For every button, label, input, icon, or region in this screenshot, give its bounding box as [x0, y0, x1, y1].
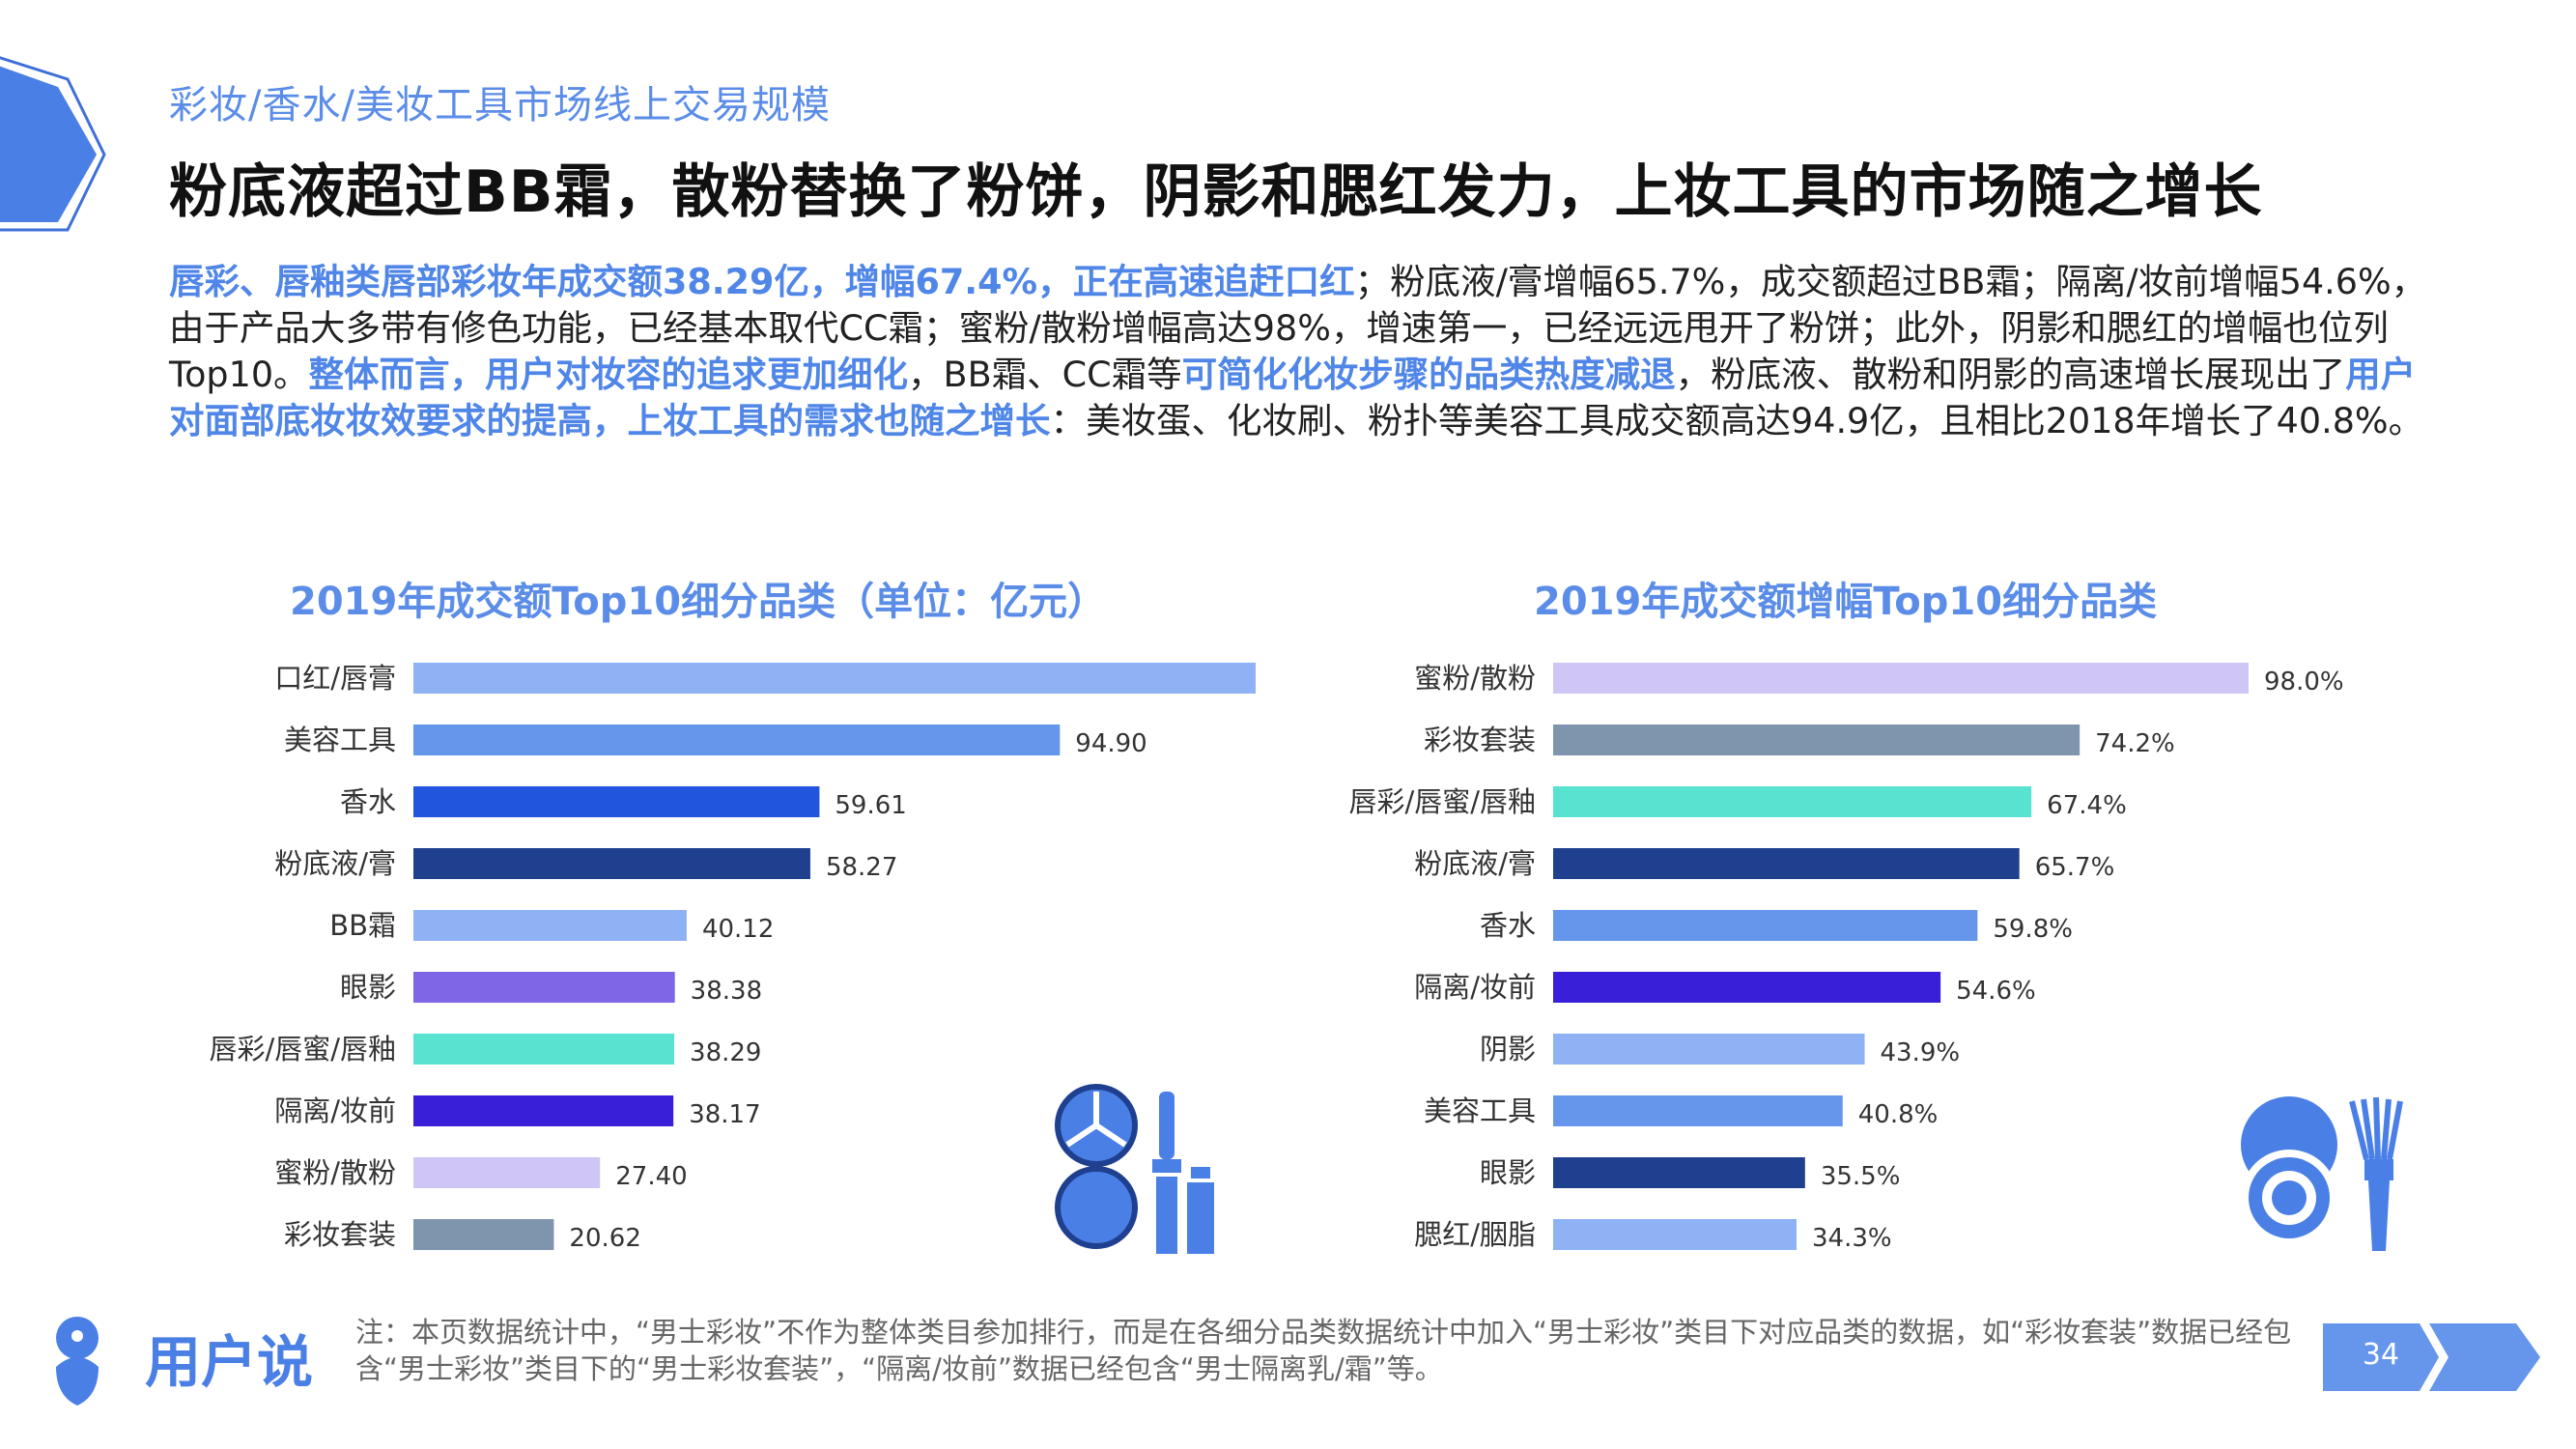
growth-top10-bar-chart: 蜜粉/散粉 98.0% 彩妆套装 74.2% 唇彩/唇蜜/唇釉 67.4% 粉底液/膏 65.… [1348, 662, 2344, 1253]
category-label: 口红/唇膏 [274, 662, 396, 695]
value-label: 54.6% [1956, 977, 2036, 1006]
intro-text-1: ；粉底液/膏增幅65.7%，成交额超过BB霜；隔离/妆前增幅54.6%，由于产品… [169, 261, 2427, 395]
bar [1553, 1034, 1865, 1065]
category-label: 美容工具 [284, 724, 396, 756]
page-title: 粉底液超过BB霜，散粉替换了粉饼，阴影和腮红发力，上妆工具的市场随之增长 [169, 158, 2263, 226]
brand-name: 用户说 [145, 1329, 313, 1395]
value-label: 98.0% [2264, 668, 2344, 696]
bar [1553, 910, 1978, 941]
bar [413, 972, 675, 1003]
bar [413, 910, 687, 941]
intro-highlight-3: 可简化化妆步骤的品类热度减退 [1181, 354, 1676, 395]
bar [413, 848, 810, 879]
category-label: BB霜 [329, 909, 396, 942]
bar [1553, 1157, 1805, 1188]
intro-paragraph: 唇彩、唇釉类唇部彩妆年成交额38.29亿，增幅67.4%，正在高速追赶口红；粉底… [169, 259, 2429, 444]
brand-logo: 用户说 [56, 1317, 313, 1406]
category-label: 隔离/妆前 [274, 1094, 396, 1127]
category-label: 彩妆套装 [1424, 724, 1536, 756]
value-label: 35.5% [1821, 1162, 1901, 1191]
category-label: 阴影 [1480, 1033, 1536, 1065]
page-number: 34 [2362, 1338, 2400, 1372]
intro-text-2: ，BB霜、CC霜等 [908, 354, 1182, 395]
bar [413, 786, 820, 817]
category-label: 隔离/妆前 [1414, 971, 1536, 1004]
value-label: 40.12 [702, 915, 774, 944]
value-label: 59.61 [835, 791, 906, 820]
intro-highlight-4: 用户对面部底妆妆效要求的提高，上妆工具的需求也随之增长 [169, 354, 2417, 441]
value-label: 74.2% [2095, 729, 2175, 758]
bar [413, 1095, 674, 1126]
category-label: 眼影 [1480, 1156, 1536, 1189]
bar [413, 1034, 675, 1065]
bar [1553, 724, 2081, 755]
value-label: 94.90 [1075, 729, 1146, 758]
value-label: 58.27 [826, 853, 897, 882]
sales-top10-bar-chart: 口红/唇膏126.48美容工具94.90香水59.61粉底液/膏58.27BB霜… [209, 662, 1256, 1253]
value-label: 20.62 [569, 1224, 640, 1253]
bar [1553, 663, 2249, 694]
makeup-brush-sponge-icon [2241, 1096, 2403, 1251]
chart-title-right: 2019年成交额增幅Top10细分品类 [1534, 580, 2158, 624]
value-label: 59.8% [1993, 915, 2073, 944]
bar [1553, 1095, 1843, 1126]
value-label: 34.3% [1812, 1224, 1892, 1253]
chart-title-left: 2019年成交额Top10细分品类（单位：亿元） [290, 580, 1107, 624]
category-label: 眼影 [340, 971, 396, 1004]
category-label: 唇彩/唇蜜/唇釉 [1348, 785, 1536, 818]
bar [1553, 786, 2032, 817]
value-label: 67.4% [2047, 791, 2127, 820]
footnote: 注：本页数据统计中，“男士彩妆”不作为整体类目参加排行，而是在各细分品类数据统计… [355, 1316, 2292, 1385]
bar [413, 724, 1061, 755]
intro-text-3: ，粉底液、散粉和阴影的高速增长展现出了 [1675, 354, 2346, 395]
category-label: 香水 [340, 785, 396, 818]
category-label: 粉底液/膏 [274, 847, 396, 880]
page-number-badge [2323, 1323, 2540, 1391]
value-label: 38.38 [691, 977, 762, 1006]
category-label: 腮红/胭脂 [1414, 1218, 1536, 1251]
category-label: 蜜粉/散粉 [1414, 662, 1536, 695]
intro-text-4: ：美妆蛋、化妆刷、粉扑等美容工具成交额高达94.9亿，且相比2018年增长了40… [1050, 400, 2424, 441]
bar [413, 1157, 601, 1188]
value-label: 38.29 [690, 1038, 761, 1067]
value-label: 38.17 [689, 1100, 760, 1129]
category-label: 香水 [1480, 909, 1536, 942]
value-label: 65.7% [2035, 853, 2115, 882]
category-label: 美容工具 [1424, 1094, 1536, 1127]
intro-highlight-1: 唇彩、唇釉类唇部彩妆年成交额38.29亿，增幅67.4%，正在高速追赶口红 [169, 261, 1355, 302]
value-label: 40.8% [1858, 1100, 1939, 1129]
bar [413, 663, 1256, 694]
category-label: 彩妆套装 [284, 1218, 396, 1251]
bar [413, 1219, 554, 1250]
bar [1553, 1219, 1797, 1250]
makeup-compact-icon [1055, 1084, 1214, 1254]
corner-hexagon-decoration [0, 56, 106, 232]
category-label: 唇彩/唇蜜/唇釉 [209, 1033, 396, 1065]
value-label: 27.40 [615, 1162, 687, 1191]
category-label: 粉底液/膏 [1414, 847, 1536, 880]
value-label: 43.9% [1881, 1038, 1961, 1067]
bar [1553, 848, 2020, 879]
section-label: 彩妆/香水/美妆工具市场线上交易规模 [169, 83, 831, 128]
bar [1553, 972, 1941, 1003]
intro-highlight-2: 整体而言，用户对妆容的追求更加细化 [308, 354, 909, 395]
category-label: 蜜粉/散粉 [274, 1156, 396, 1189]
